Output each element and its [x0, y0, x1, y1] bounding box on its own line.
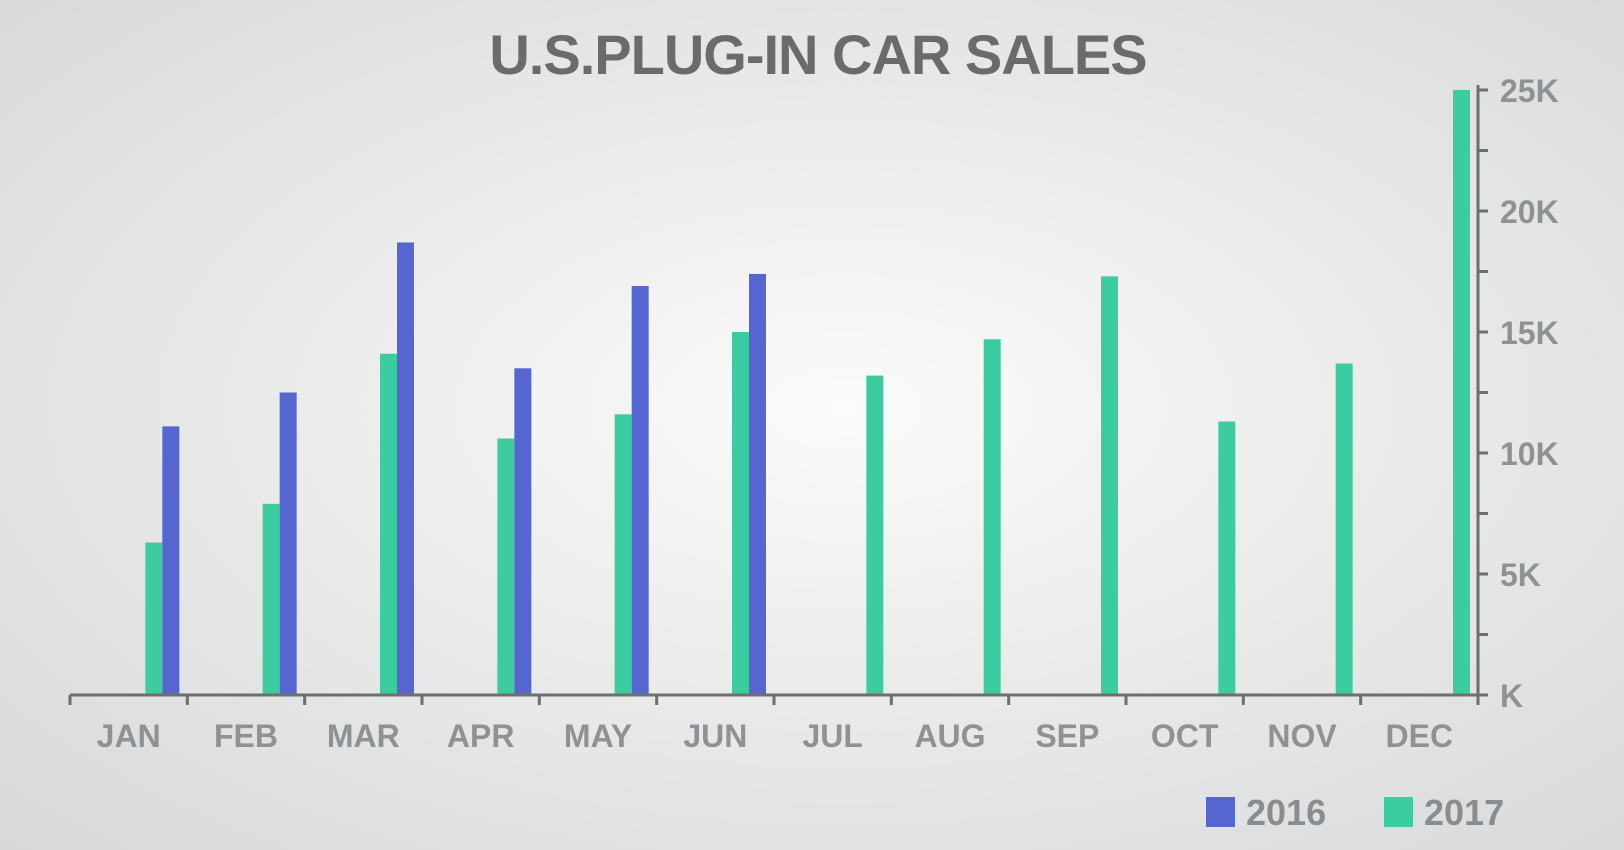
bar-2017-jul: [866, 375, 884, 695]
bar-2016-may: [631, 286, 649, 695]
legend-label-2017: 2017: [1424, 792, 1504, 833]
bar-2017-sep: [1101, 276, 1118, 695]
x-tick-label-nov: NOV: [1267, 718, 1337, 754]
bar-2017-jan: [145, 542, 163, 695]
bar-2017-apr: [497, 438, 515, 695]
bar-2016-jan: [162, 426, 180, 695]
y-tick-label: 10K: [1500, 436, 1559, 472]
y-tick-label: 20K: [1500, 194, 1559, 230]
bar-2017-jun: [732, 332, 749, 695]
legend-swatch-2016: [1206, 797, 1235, 827]
y-tick-label: 5K: [1500, 557, 1541, 593]
x-tick-label-dec: DEC: [1386, 718, 1454, 754]
x-tick-label-aug: AUG: [914, 718, 985, 754]
x-tick-label-sep: SEP: [1035, 718, 1099, 754]
y-tick-label: 15K: [1500, 315, 1559, 351]
x-tick-label-may: MAY: [564, 718, 632, 754]
y-tick-label: K: [1500, 678, 1523, 714]
bar-2016-apr: [514, 368, 532, 695]
bar-2017-nov: [1335, 363, 1353, 695]
bar-2017-may: [614, 414, 632, 695]
bar-2017-aug: [983, 339, 1001, 695]
y-tick-label: 25K: [1500, 73, 1559, 109]
x-tick-label-jul: JUL: [802, 718, 862, 754]
x-tick-label-jan: JAN: [97, 718, 161, 754]
x-tick-label-jun: JUN: [683, 718, 747, 754]
chart-title: U.S.PLUG-IN CAR SALES: [489, 23, 1147, 86]
bar-2016-jun: [749, 273, 766, 695]
bar-2017-feb: [262, 503, 280, 695]
bar-2017-oct: [1218, 421, 1236, 695]
legend-swatch-2017: [1384, 797, 1413, 827]
x-tick-label-mar: MAR: [327, 718, 400, 754]
x-tick-label-apr: APR: [447, 718, 515, 754]
bar-2017-mar: [380, 353, 397, 695]
bar-2016-mar: [397, 242, 414, 695]
x-tick-label-oct: OCT: [1151, 718, 1219, 754]
bar-2017-dec: [1453, 90, 1470, 695]
x-tick-label-feb: FEB: [214, 718, 278, 754]
legend-label-2016: 2016: [1246, 792, 1326, 833]
bar-2016-feb: [279, 392, 297, 695]
